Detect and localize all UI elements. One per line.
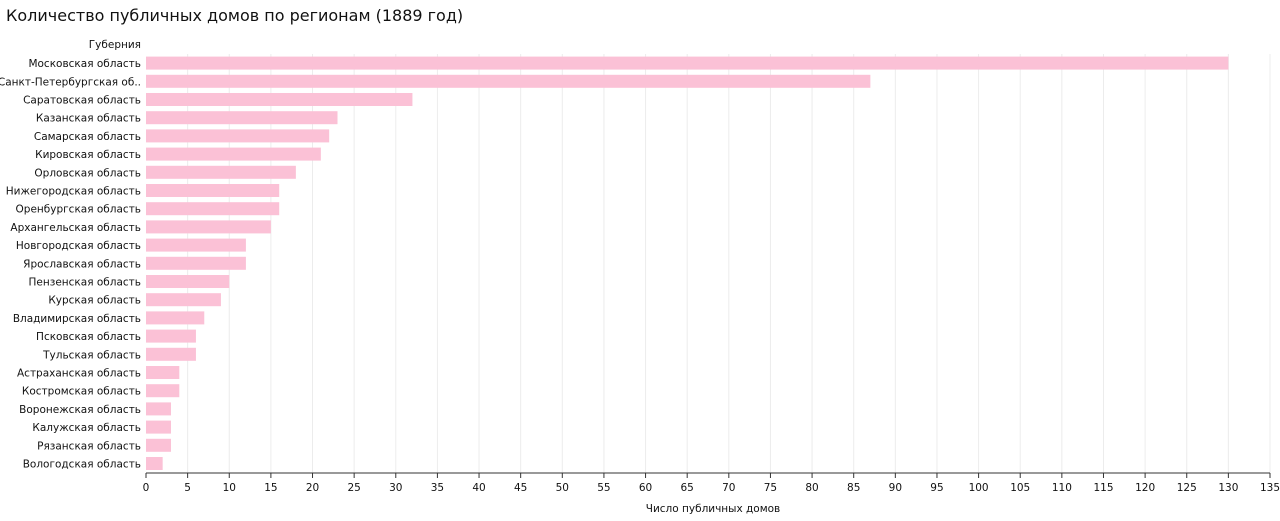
bar xyxy=(146,384,180,398)
category-label: Калужская область xyxy=(32,422,141,434)
category-label: Московская область xyxy=(28,58,141,70)
category-label: Пензенская область xyxy=(29,277,141,289)
bar xyxy=(146,457,163,470)
x-tick-label: 35 xyxy=(431,482,444,494)
category-label: Нижегородская область xyxy=(6,186,141,198)
x-tick-label: 115 xyxy=(1093,482,1113,494)
x-tick-label: 70 xyxy=(722,482,735,494)
bar xyxy=(146,366,180,379)
category-label: Костромская область xyxy=(22,386,141,398)
category-label: Воронежская область xyxy=(19,404,141,416)
category-label: Курская область xyxy=(48,295,141,307)
x-tick-label: 125 xyxy=(1177,482,1197,494)
x-tick-label: 60 xyxy=(639,482,652,494)
bar xyxy=(146,347,196,361)
bars xyxy=(146,56,1229,470)
x-tick-label: 85 xyxy=(847,482,860,494)
category-label: Псковская область xyxy=(36,331,141,343)
bar xyxy=(146,420,171,434)
bar xyxy=(146,238,246,252)
bar xyxy=(146,56,1229,70)
x-tick-label: 130 xyxy=(1218,482,1238,494)
category-label: Тульская область xyxy=(42,349,141,361)
x-tick-label: 120 xyxy=(1135,482,1155,494)
category-label: Архангельская область xyxy=(10,222,141,234)
bar xyxy=(146,165,296,179)
category-label: Казанская область xyxy=(36,113,141,125)
x-axis-title: Число публичных домов xyxy=(646,503,781,515)
category-label: Орловская область xyxy=(34,167,141,179)
bar xyxy=(146,311,205,325)
bar xyxy=(146,256,246,270)
category-label: Астраханская область xyxy=(17,368,141,380)
x-tick-label: 10 xyxy=(223,482,236,494)
category-label: Новгородская область xyxy=(16,240,141,252)
category-label: Вологодская область xyxy=(23,459,141,471)
category-label: Владимирская область xyxy=(13,313,141,325)
category-label: Рязанская область xyxy=(37,440,141,452)
category-label: Саратовская область xyxy=(23,95,141,107)
bar xyxy=(146,184,280,197)
gridlines xyxy=(187,54,1271,473)
y-axis-title: Губерния xyxy=(89,39,141,51)
bar xyxy=(146,202,280,216)
category-label: Самарская область xyxy=(34,131,141,143)
x-tick-label: 20 xyxy=(306,482,319,494)
category-label: Кировская область xyxy=(35,149,141,161)
x-tick-label: 80 xyxy=(805,482,818,494)
bar xyxy=(146,74,871,88)
x-axis: 0 5 10 15 20 25 30 35 40 45 50 55 60 65 70 75 80 85 90 95 10… xyxy=(143,472,1280,494)
x-tick-label: 0 xyxy=(143,482,150,494)
bar xyxy=(146,93,413,106)
bar xyxy=(146,129,330,143)
x-tick-label: 50 xyxy=(556,482,569,494)
category-label: Ярославская область xyxy=(23,258,141,270)
bar xyxy=(146,275,230,288)
category-label: Санкт-Петербургская об.. xyxy=(0,76,141,88)
bar xyxy=(146,111,338,125)
bar xyxy=(146,329,196,343)
bar xyxy=(146,293,221,307)
x-tick-label: 30 xyxy=(389,482,402,494)
x-tick-label: 65 xyxy=(680,482,693,494)
x-tick-label: 105 xyxy=(1010,482,1030,494)
x-tick-label: 95 xyxy=(930,482,943,494)
x-tick-label: 75 xyxy=(764,482,777,494)
x-tick-label: 15 xyxy=(264,482,277,494)
x-tick-label: 110 xyxy=(1052,482,1072,494)
x-tick-label: 55 xyxy=(597,482,610,494)
bar xyxy=(146,220,271,234)
x-tick-label: 5 xyxy=(184,482,191,494)
x-tick-label: 135 xyxy=(1260,482,1280,494)
x-tick-label: 90 xyxy=(889,482,902,494)
chart-title: Количество публичных домов по регионам (… xyxy=(6,6,464,25)
x-tick-label: 100 xyxy=(969,482,989,494)
category-label: Оренбургская область xyxy=(16,204,141,216)
x-tick-label: 45 xyxy=(514,482,527,494)
bar xyxy=(146,147,321,161)
bar xyxy=(146,438,171,452)
category-labels: Московская область Санкт-Петербургская об… xyxy=(0,58,141,470)
bar xyxy=(146,402,171,416)
x-tick-label: 25 xyxy=(347,482,360,494)
x-tick-label: 40 xyxy=(472,482,485,494)
